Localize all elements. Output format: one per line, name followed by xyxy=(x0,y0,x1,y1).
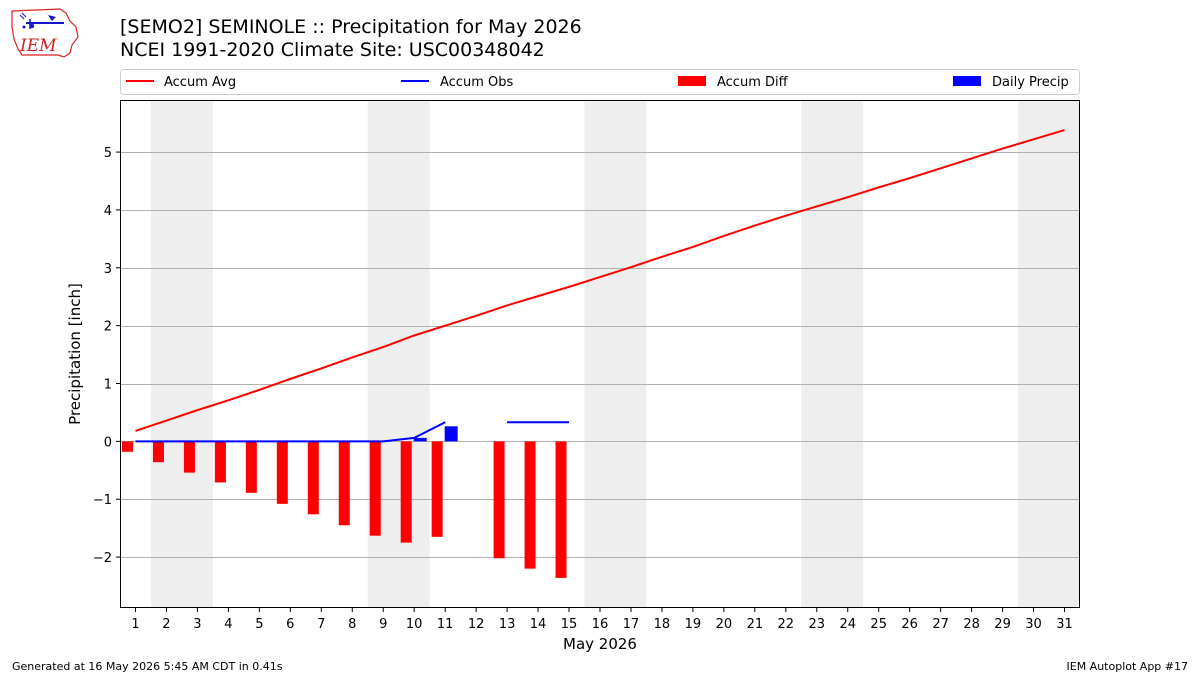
x-tick-label-30: 30 xyxy=(1025,617,1042,632)
weekend-shade-day-24 xyxy=(832,100,864,608)
weekend-shade-day-23 xyxy=(801,100,833,608)
x-tick-label-20: 20 xyxy=(716,617,733,632)
weekend-shade-day-17 xyxy=(615,100,647,608)
chart-subtitle: NCEI 1991-2020 Climate Site: USC00348042 xyxy=(120,39,545,61)
accum-obs-line-segment-1 xyxy=(135,421,446,443)
weekend-shade-day-30 xyxy=(1018,100,1050,608)
accum-diff-bar-day-8 xyxy=(338,441,350,526)
x-axis-label: May 2026 xyxy=(563,635,637,653)
weekend-shade-day-16 xyxy=(584,100,616,608)
daily-precip-bar-day-10 xyxy=(413,437,427,442)
x-tick-label-18: 18 xyxy=(654,617,671,632)
x-tick-label-11: 11 xyxy=(437,617,454,632)
x-tick-label-16: 16 xyxy=(592,617,609,632)
legend-label-accum-avg: Accum Avg xyxy=(164,75,236,90)
x-tick-label-25: 25 xyxy=(870,617,887,632)
x-tick-label-22: 22 xyxy=(778,617,795,632)
weekend-shade-day-31 xyxy=(1049,100,1080,608)
y-tick-label--1: −1 xyxy=(93,493,112,508)
plot-frame xyxy=(120,100,1080,608)
footer-generated: Generated at 16 May 2026 5:45 AM CDT in … xyxy=(12,660,283,673)
y-tick-label-1: 1 xyxy=(104,378,112,393)
footer-app-id: IEM Autoplot App #17 xyxy=(1066,660,1189,673)
x-tick-label-27: 27 xyxy=(932,617,949,632)
weekend-shading xyxy=(150,100,1080,608)
x-tick-label-31: 31 xyxy=(1056,617,1073,632)
x-tick-label-26: 26 xyxy=(901,617,918,632)
accum-diff-bar-day-1 xyxy=(121,441,133,452)
y-tick-label--2: −2 xyxy=(93,551,112,566)
x-tick-label-9: 9 xyxy=(379,617,387,632)
legend-label-daily-precip: Daily Precip xyxy=(992,75,1069,90)
y-tick-label-4: 4 xyxy=(104,204,112,219)
x-tick-label-14: 14 xyxy=(530,617,547,632)
x-tick-label-12: 12 xyxy=(468,617,485,632)
y-tick-label-0: 0 xyxy=(104,435,112,450)
iem-logo: IEM xyxy=(11,8,79,58)
x-tick-label-7: 7 xyxy=(317,617,325,632)
accum-diff-bar-day-13 xyxy=(493,441,505,559)
x-tick-label-2: 2 xyxy=(162,617,170,632)
x-tick-label-4: 4 xyxy=(224,617,232,632)
y-axis-ticks: −2 −1 0 1 2 3 4 5 xyxy=(93,146,120,566)
accum-diff-bar-day-15 xyxy=(555,441,567,578)
daily-precip-bar-day-11 xyxy=(444,426,458,442)
legend-label-accum-diff: Accum Diff xyxy=(717,75,789,90)
accum-diff-bar-day-2 xyxy=(152,441,164,463)
legend-swatch-accum-diff xyxy=(678,76,706,86)
accum-diff-bar-day-14 xyxy=(524,441,536,569)
svg-text:IEM: IEM xyxy=(19,36,57,56)
y-tick-label-2: 2 xyxy=(104,320,112,335)
weekend-shade-day-2 xyxy=(150,100,182,608)
x-tick-label-10: 10 xyxy=(406,617,423,632)
x-tick-label-21: 21 xyxy=(747,617,764,632)
x-tick-label-23: 23 xyxy=(809,617,826,632)
accum-diff-bar-day-9 xyxy=(369,441,381,536)
legend-box xyxy=(120,69,1080,95)
x-tick-label-29: 29 xyxy=(994,617,1011,632)
accum-diff-bar-day-6 xyxy=(276,441,288,504)
x-tick-label-8: 8 xyxy=(348,617,356,632)
x-tick-label-24: 24 xyxy=(839,617,856,632)
legend-label-accum-obs: Accum Obs xyxy=(440,75,513,90)
x-axis-ticks: 1 2 3 4 5 6 7 8 9 10 11 12 13 14 15 16 17 18 19 20 21 22 23 24 2… xyxy=(131,608,1073,632)
lines xyxy=(135,129,1065,443)
x-tick-label-5: 5 xyxy=(255,617,263,632)
x-tick-label-15: 15 xyxy=(561,617,578,632)
y-tick-label-5: 5 xyxy=(104,146,112,161)
chart-title: [SEMO2] SEMINOLE :: Precipitation for Ma… xyxy=(120,16,582,38)
accum-avg-line xyxy=(135,129,1065,432)
accum-diff-bar-day-7 xyxy=(307,441,319,515)
legend-swatch-daily-precip xyxy=(953,76,981,86)
accum-diff-bar-day-3 xyxy=(183,441,195,473)
x-tick-label-17: 17 xyxy=(623,617,640,632)
x-tick-label-19: 19 xyxy=(685,617,702,632)
accum-diff-bar-day-11 xyxy=(431,441,443,537)
x-tick-label-1: 1 xyxy=(131,617,139,632)
y-axis-label: Precipitation [inch] xyxy=(66,283,84,425)
bars xyxy=(121,426,567,578)
x-tick-label-3: 3 xyxy=(193,617,201,632)
weekend-shade-day-3 xyxy=(181,100,213,608)
legend: Accum Avg Accum Obs Accum Diff Daily Pre… xyxy=(120,69,1080,95)
y-tick-label-3: 3 xyxy=(104,262,112,277)
accum-diff-bar-day-4 xyxy=(214,441,226,483)
accum-diff-bar-day-5 xyxy=(245,441,257,493)
x-tick-label-6: 6 xyxy=(286,617,294,632)
x-tick-label-13: 13 xyxy=(499,617,516,632)
x-tick-label-28: 28 xyxy=(963,617,980,632)
accum-diff-bar-day-10 xyxy=(400,441,412,543)
